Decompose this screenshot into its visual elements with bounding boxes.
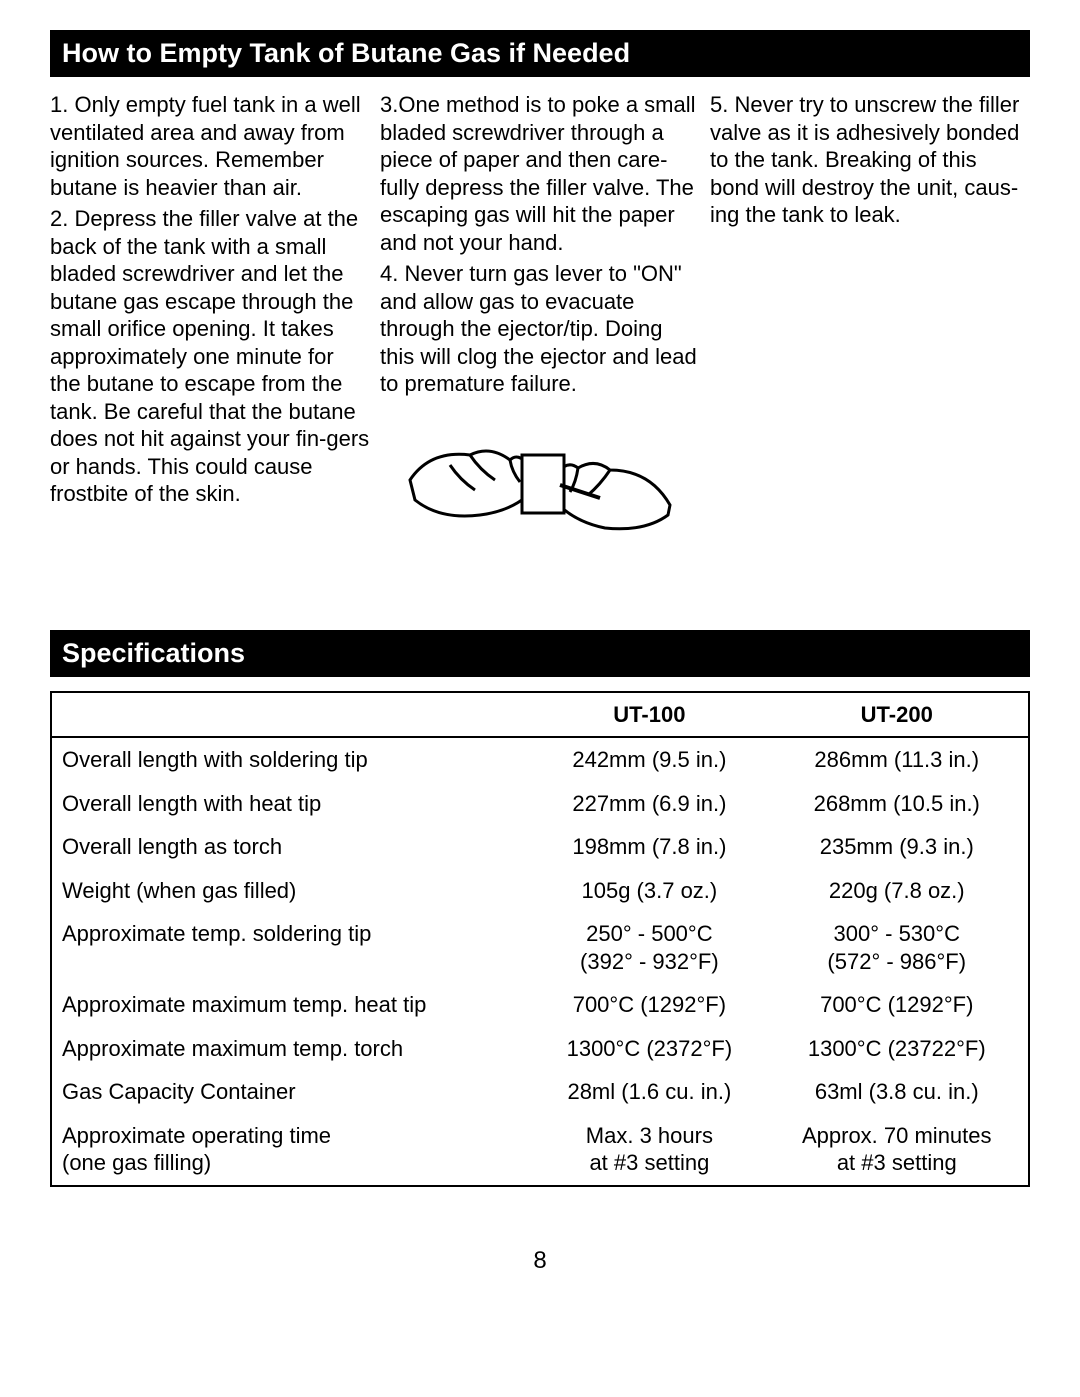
- table-row: Approximate maximum temp. torch1300°C (2…: [51, 1027, 1029, 1071]
- column-3: 5. Never try to unscrew the filler valve…: [710, 91, 1030, 560]
- column-1: 1. Only empty fuel tank in a well ventil…: [50, 91, 370, 560]
- spec-ut200: Approx. 70 minutes at #3 setting: [766, 1114, 1030, 1186]
- spec-ut100: 227mm (6.9 in.): [533, 782, 765, 826]
- spec-ut100: 1300°C (2372°F): [533, 1027, 765, 1071]
- table-row: Gas Capacity Container28ml (1.6 cu. in.)…: [51, 1070, 1029, 1114]
- spec-ut200: 235mm (9.3 in.): [766, 825, 1030, 869]
- spec-label: Gas Capacity Container: [51, 1070, 533, 1114]
- spec-header-ut100: UT-100: [533, 692, 765, 738]
- spec-header-row: UT-100 UT-200: [51, 692, 1029, 738]
- spec-label: Approximate temp. soldering tip: [51, 912, 533, 983]
- section-header-howto: How to Empty Tank of Butane Gas if Neede…: [50, 30, 1030, 77]
- spec-header-blank: [51, 692, 533, 738]
- instruction-1: 1. Only empty fuel tank in a well ventil…: [50, 91, 370, 201]
- spec-label: Weight (when gas filled): [51, 869, 533, 913]
- page: How to Empty Tank of Butane Gas if Neede…: [0, 0, 1080, 1305]
- spec-table-body: Overall length with soldering tip242mm (…: [51, 737, 1029, 1186]
- spec-ut200: 700°C (1292°F): [766, 983, 1030, 1027]
- spec-label: Overall length with soldering tip: [51, 737, 533, 782]
- page-number: 8: [50, 1247, 1030, 1275]
- table-row: Overall length with soldering tip242mm (…: [51, 737, 1029, 782]
- spec-label: Approximate maximum temp. torch: [51, 1027, 533, 1071]
- spec-label: Approximate maximum temp. heat tip: [51, 983, 533, 1027]
- spec-ut200: 220g (7.8 oz.): [766, 869, 1030, 913]
- instruction-columns: 1. Only empty fuel tank in a well ventil…: [50, 91, 1030, 560]
- spec-ut100: 242mm (9.5 in.): [533, 737, 765, 782]
- spec-label: Overall length as torch: [51, 825, 533, 869]
- table-row: Approximate temp. soldering tip250° - 50…: [51, 912, 1029, 983]
- spec-ut100: 198mm (7.8 in.): [533, 825, 765, 869]
- spec-ut100: 105g (3.7 oz.): [533, 869, 765, 913]
- spec-label: Overall length with heat tip: [51, 782, 533, 826]
- instruction-4: 4. Never turn gas lever to "ON" and allo…: [380, 260, 700, 398]
- hands-illustration: [400, 410, 680, 560]
- table-row: Overall length with heat tip227mm (6.9 i…: [51, 782, 1029, 826]
- spec-ut200: 300° - 530°C (572° - 986°F): [766, 912, 1030, 983]
- instruction-3: 3.One method is to poke a small bladed s…: [380, 91, 700, 256]
- spec-ut200: 63ml (3.8 cu. in.): [766, 1070, 1030, 1114]
- table-row: Approximate operating time (one gas fill…: [51, 1114, 1029, 1186]
- spec-ut100: 28ml (1.6 cu. in.): [533, 1070, 765, 1114]
- spec-ut200: 268mm (10.5 in.): [766, 782, 1030, 826]
- spec-ut200: 1300°C (23722°F): [766, 1027, 1030, 1071]
- section-header-specs: Specifications: [50, 630, 1030, 677]
- spec-label: Approximate operating time (one gas fill…: [51, 1114, 533, 1186]
- spec-ut200: 286mm (11.3 in.): [766, 737, 1030, 782]
- table-row: Approximate maximum temp. heat tip700°C …: [51, 983, 1029, 1027]
- instruction-5: 5. Never try to unscrew the filler valve…: [710, 91, 1030, 229]
- table-row: Weight (when gas filled)105g (3.7 oz.)22…: [51, 869, 1029, 913]
- spec-ut100: 250° - 500°C (392° - 932°F): [533, 912, 765, 983]
- spec-ut100: 700°C (1292°F): [533, 983, 765, 1027]
- instruction-2: 2. Depress the filler valve at the back …: [50, 205, 370, 508]
- spec-ut100: Max. 3 hours at #3 setting: [533, 1114, 765, 1186]
- table-row: Overall length as torch198mm (7.8 in.)23…: [51, 825, 1029, 869]
- spec-header-ut200: UT-200: [766, 692, 1030, 738]
- spec-table: UT-100 UT-200 Overall length with solder…: [50, 691, 1030, 1187]
- column-2: 3.One method is to poke a small bladed s…: [380, 91, 700, 560]
